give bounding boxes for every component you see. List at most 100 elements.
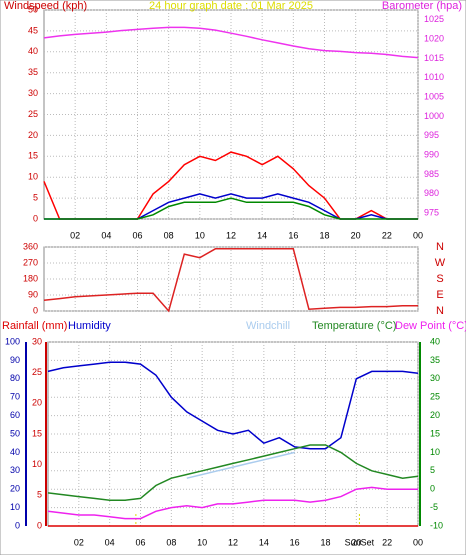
x-tick-label: 06 bbox=[132, 230, 142, 240]
y-tick-label: 80 bbox=[10, 373, 20, 383]
y-tick-label: 100 bbox=[5, 336, 20, 346]
series-line bbox=[44, 197, 418, 220]
x-tick-label: 20 bbox=[351, 230, 361, 240]
y2-tick-label: 1015 bbox=[424, 53, 444, 63]
y-tick-label: 270 bbox=[23, 257, 38, 267]
y3-tick-label: 5 bbox=[37, 490, 42, 500]
x-tick-label: 10 bbox=[195, 230, 205, 240]
y-tick-label: 20 bbox=[10, 484, 20, 494]
y2-tick-label: W bbox=[435, 257, 446, 269]
x-tick-label: 22 bbox=[382, 537, 392, 547]
y-tick-label: 90 bbox=[28, 289, 38, 299]
y-tick-label: 30 bbox=[28, 88, 38, 98]
y2-tick-label: 975 bbox=[424, 208, 439, 218]
y-tick-label: 50 bbox=[10, 428, 20, 438]
x-tick-label: 02 bbox=[74, 537, 84, 547]
x-tick-label: 10 bbox=[197, 537, 207, 547]
x-tick-label: 04 bbox=[105, 537, 115, 547]
chart-title: 24 hour graph date : 01 Mar 2025 bbox=[149, 0, 313, 12]
y-tick-label: 5 bbox=[33, 192, 38, 202]
y2-tick-label: 20 bbox=[430, 410, 440, 420]
y3-tick-label: 15 bbox=[32, 428, 42, 438]
x-tick-label: 16 bbox=[290, 537, 300, 547]
series-line bbox=[47, 486, 418, 520]
legend-entry: Temperature (°C) bbox=[312, 320, 396, 332]
y3-tick-label: 20 bbox=[32, 398, 42, 408]
y3-tick-label: 30 bbox=[32, 336, 42, 346]
y2-tick-label: 990 bbox=[424, 150, 439, 160]
y-tick-label: 180 bbox=[23, 273, 38, 283]
y-tick-label: 30 bbox=[10, 465, 20, 475]
x-tick-label: 16 bbox=[288, 230, 298, 240]
y-tick-label: 70 bbox=[10, 392, 20, 402]
y-axis-title: Windspeed (kph) bbox=[4, 0, 87, 12]
x-tick-label: 18 bbox=[320, 537, 330, 547]
x-tick-label: 22 bbox=[382, 230, 392, 240]
series-line bbox=[43, 26, 419, 59]
y2-tick-label: 5 bbox=[430, 465, 435, 475]
series-line bbox=[186, 451, 295, 479]
y2-tick-label: 1020 bbox=[424, 33, 444, 43]
x-tick-label: 12 bbox=[226, 230, 236, 240]
y2-tick-label: N bbox=[436, 241, 444, 253]
y-tick-label: 20 bbox=[28, 130, 38, 140]
x-tick-label: 14 bbox=[257, 230, 267, 240]
y3-tick-label: 0 bbox=[37, 520, 42, 530]
x-tick-label: 08 bbox=[164, 230, 174, 240]
y2-tick-label: 35 bbox=[430, 355, 440, 365]
y2-tick-label: 1025 bbox=[424, 14, 444, 24]
y-tick-label: 25 bbox=[28, 109, 38, 119]
series-line bbox=[47, 444, 419, 501]
x-tick-label: 04 bbox=[101, 230, 111, 240]
y2-tick-label: 980 bbox=[424, 188, 439, 198]
y-tick-label: 35 bbox=[28, 67, 38, 77]
legend-entry: Windchill bbox=[246, 320, 290, 332]
y2-tick-label: -5 bbox=[430, 502, 438, 512]
y-tick-label: 40 bbox=[28, 46, 38, 56]
x-tick-label: 14 bbox=[259, 537, 269, 547]
y2-tick-label: 15 bbox=[430, 428, 440, 438]
x-tick-label: 18 bbox=[319, 230, 329, 240]
y-tick-label: 90 bbox=[10, 355, 20, 365]
y2-tick-label: 985 bbox=[424, 169, 439, 179]
y-tick-label: 40 bbox=[10, 447, 20, 457]
y2-tick-label: 1000 bbox=[424, 111, 444, 121]
y2-tick-label: 995 bbox=[424, 130, 439, 140]
y-tick-label: 0 bbox=[15, 520, 20, 530]
x-tick-label: 00 bbox=[413, 537, 423, 547]
x-tick-label: 00 bbox=[413, 230, 423, 240]
x-tick-label: 02 bbox=[70, 230, 80, 240]
y-tick-label: 50 bbox=[28, 4, 38, 14]
y-tick-label: 0 bbox=[33, 305, 38, 315]
series-line bbox=[47, 361, 419, 450]
legend-entry: Rainfall (mm) bbox=[2, 320, 67, 332]
y2-tick-label: 1005 bbox=[424, 91, 444, 101]
x-tick-label: 08 bbox=[166, 537, 176, 547]
y2-tick-label: 10 bbox=[430, 447, 440, 457]
y2-tick-label: 25 bbox=[430, 392, 440, 402]
x-tick-label: 12 bbox=[228, 537, 238, 547]
y-tick-label: 45 bbox=[28, 25, 38, 35]
y2-tick-label: N bbox=[436, 305, 444, 317]
y-tick-label: 360 bbox=[23, 241, 38, 251]
y-tick-label: 10 bbox=[28, 172, 38, 182]
y-tick-label: 0 bbox=[33, 213, 38, 223]
y2-axis-title: Barometer (hpa) bbox=[382, 0, 462, 12]
x-tick-label: 06 bbox=[135, 537, 145, 547]
y-tick-label: 60 bbox=[10, 410, 20, 420]
series-line bbox=[43, 248, 418, 313]
y2-tick-label: 30 bbox=[430, 373, 440, 383]
y2-tick-label: 40 bbox=[430, 336, 440, 346]
y3-tick-label: 25 bbox=[32, 367, 42, 377]
y-tick-label: 10 bbox=[10, 502, 20, 512]
y2-tick-label: E bbox=[436, 289, 443, 301]
y2-tick-label: 1010 bbox=[424, 72, 444, 82]
y2-tick-label: -10 bbox=[430, 520, 443, 530]
sunset-label: SunSet bbox=[345, 537, 375, 547]
x-tick-label: 20 bbox=[351, 537, 361, 547]
y-tick-label: 15 bbox=[28, 151, 38, 161]
y3-tick-label: 10 bbox=[32, 459, 42, 469]
legend-entry: Humidity bbox=[68, 320, 111, 332]
y2-tick-label: S bbox=[436, 273, 443, 285]
